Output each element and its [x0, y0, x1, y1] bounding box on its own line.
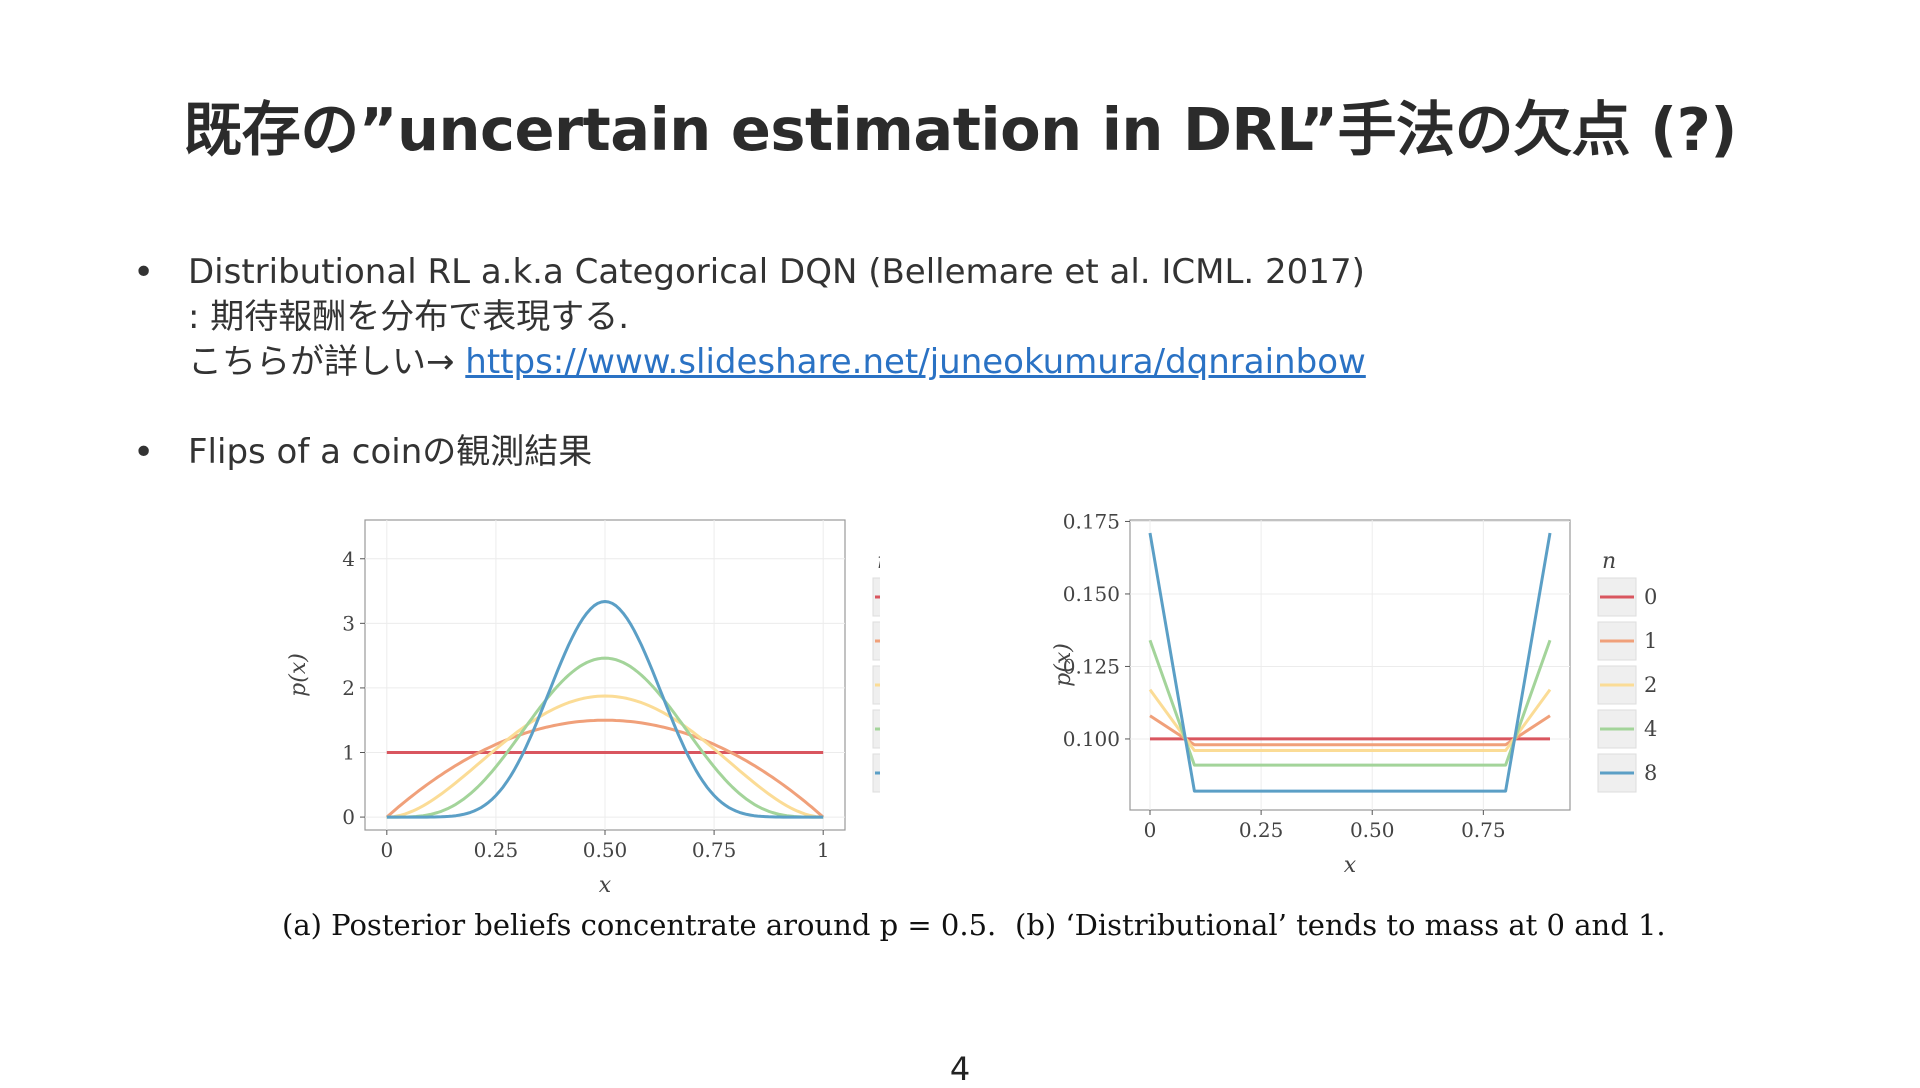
series-line-n8	[1148, 532, 1552, 793]
x-axis-label: x	[1344, 853, 1357, 878]
legend-label-n1: 1	[1644, 629, 1657, 653]
bullet-line-3: こちらが詳しい→ https://www.slideshare.net/june…	[188, 340, 1366, 385]
bullet-line-1: Distributional RL a.k.a Categorical DQN …	[188, 252, 1365, 292]
bullet-marker: •	[133, 432, 155, 473]
bullet-line-3-prefix: こちらが詳しい→	[188, 342, 466, 382]
chart-distributional: 0 0.25 0.50 0.75 0.100 0.125 0.150 0.175 x p(x) n 0…	[1051, 509, 1657, 878]
y-tick-label: 0	[342, 805, 355, 829]
series-line-n1	[385, 718, 825, 819]
bullet-coin-flips: Flips of a coinの観測結果	[188, 432, 593, 472]
x-tick-label: 0.50	[583, 838, 628, 862]
slideshare-link[interactable]: https://www.slideshare.net/juneokumura/d…	[465, 342, 1366, 382]
bullet-line-2: : 期待報酬を分布で表現する.	[188, 297, 630, 337]
y-tick-label: 0.150	[1063, 582, 1120, 606]
x-tick-label: 0.75	[1461, 818, 1506, 842]
y-tick-label: 0.125	[1063, 654, 1120, 678]
legend-label-n2: 2	[1644, 673, 1657, 697]
legend-label-n4: 4	[1644, 717, 1657, 741]
x-tick-label: 0.50	[1350, 818, 1395, 842]
series-line-n8	[386, 600, 824, 819]
bullet-marker: •	[133, 252, 155, 293]
x-tick-label: 0.25	[474, 838, 519, 862]
caption-b: (b) ‘Distributional’ tends to mass at 0 …	[1015, 908, 1666, 942]
series-line-n4	[1148, 639, 1552, 767]
x-tick-label: 0.25	[1239, 818, 1284, 842]
x-axis-label: x	[599, 873, 612, 898]
series-line-n4	[386, 656, 824, 819]
page-number: 4	[949, 1050, 971, 1088]
legend-title: n	[1602, 549, 1616, 574]
series-line-n2	[1148, 688, 1552, 752]
bullet-distributional-rl: Distributional RL a.k.a Categorical DQN …	[188, 250, 1366, 385]
y-tick-label: 4	[342, 547, 355, 571]
y-tick-label: 3	[342, 611, 355, 635]
y-axis-label: p(x)	[286, 653, 311, 697]
y-tick-label: 2	[342, 676, 355, 700]
y-tick-label: 0.100	[1063, 727, 1120, 751]
legend-label-n8: 8	[1644, 761, 1657, 785]
x-tick-label: 0.75	[692, 838, 737, 862]
legend-title: n	[877, 549, 880, 574]
x-tick-label: 0	[1144, 818, 1157, 842]
x-tick-label: 0	[380, 838, 393, 862]
series-line-n2	[386, 694, 824, 819]
plot-panel	[1129, 519, 1571, 811]
caption-a: (a) Posterior beliefs concentrate around…	[282, 908, 997, 942]
legend-label-n0: 0	[1644, 585, 1657, 609]
y-tick-label: 1	[342, 741, 355, 765]
x-tick-label: 1	[817, 838, 830, 862]
series-line-n1	[1149, 714, 1551, 747]
y-axis-label: p(x)	[1051, 643, 1076, 687]
slide-title: 既存の”uncertain estimation in DRL”手法の欠点 (?…	[183, 95, 1737, 164]
y-tick-label: 0.175	[1063, 509, 1120, 533]
